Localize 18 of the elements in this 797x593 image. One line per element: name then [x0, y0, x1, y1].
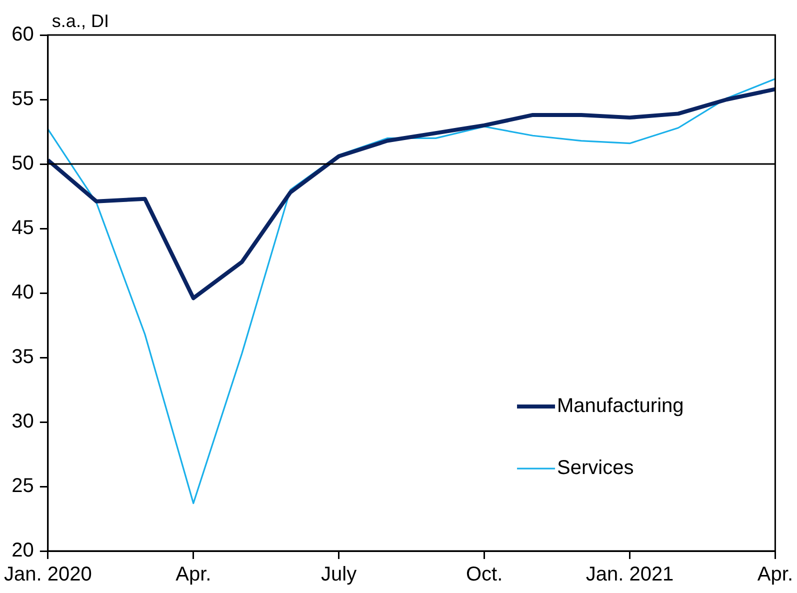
x-tick-label: Oct.	[466, 564, 503, 586]
x-tick-label: Apr.	[176, 564, 212, 586]
y-tick-label: 40	[12, 282, 34, 304]
legend-label: Manufacturing	[557, 395, 684, 418]
y-tick-label: 50	[12, 152, 34, 175]
y-tick-label: 55	[12, 88, 34, 110]
legend-label: Services	[557, 457, 634, 480]
y-tick-label: 35	[12, 346, 34, 368]
y-tick-label: 30	[12, 410, 34, 433]
x-tick-label: Jan. 2021	[586, 564, 674, 586]
x-tick-label: Jan. 2020	[4, 564, 92, 586]
y-tick-label: 20	[12, 540, 34, 562]
y-tick-label: 45	[12, 217, 34, 240]
y-axis-title: s.a., DI	[52, 10, 109, 31]
x-tick-label: Apr.	[757, 564, 793, 586]
y-tick-label: 60	[12, 24, 34, 46]
y-tick-label: 25	[12, 475, 34, 498]
x-tick-label: July	[321, 564, 357, 586]
